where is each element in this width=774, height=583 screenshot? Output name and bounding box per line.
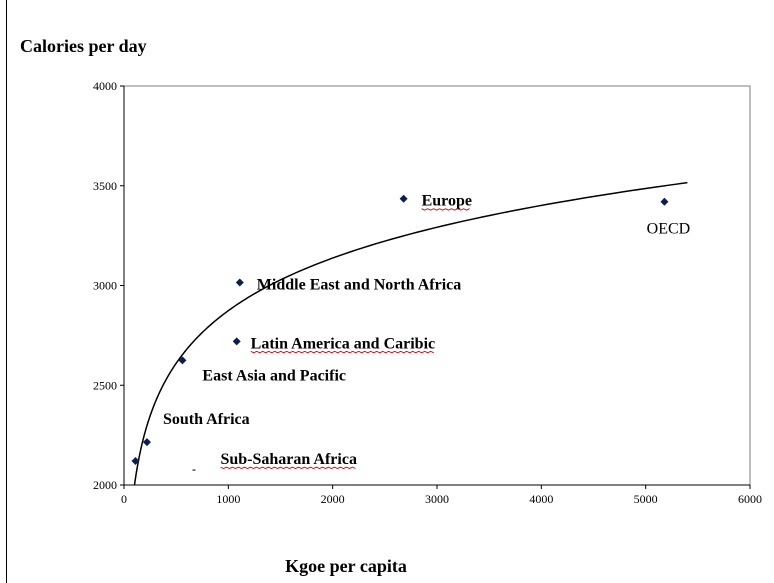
y-tick-label: 4000 (93, 79, 117, 93)
data-label: Latin America and Caribic (251, 335, 435, 352)
data-point (235, 278, 244, 287)
data-point (660, 197, 669, 206)
data-point (131, 457, 140, 466)
x-tick-label: 6000 (738, 492, 762, 506)
spellcheck-underline (250, 350, 434, 354)
x-tick-label: 0 (121, 492, 127, 506)
data-label: Sub-Saharan Africa (220, 451, 356, 468)
x-tick-label: 4000 (529, 492, 553, 506)
left-border-line (6, 0, 7, 583)
y-tick-label: 3500 (93, 179, 117, 193)
spellcheck-underline (421, 208, 470, 211)
data-label: Europe (422, 193, 472, 210)
y-axis-title: Calories per day (20, 36, 147, 56)
y-tick-label: 2000 (93, 478, 117, 492)
y-tick-label: 2500 (93, 378, 117, 392)
spellcheck-underline (220, 466, 356, 469)
y-tick-label: 3000 (93, 279, 117, 293)
x-tick-label: 3000 (425, 492, 449, 506)
data-label: South Africa (163, 411, 250, 428)
trendline (133, 181, 688, 486)
x-axis-title: Kgoe per capita (285, 556, 407, 576)
data-label: East Asia and Pacific (202, 367, 346, 384)
data-point (232, 337, 241, 346)
data-label: OECD (647, 221, 691, 238)
data-point (399, 194, 408, 203)
x-tick-label: 2000 (321, 492, 345, 506)
data-point (178, 356, 187, 365)
x-tick-label: 1000 (216, 492, 240, 506)
data-label: Middle East and North Africa (257, 277, 461, 294)
x-tick-label: 5000 (634, 492, 658, 506)
data-point (142, 438, 151, 447)
